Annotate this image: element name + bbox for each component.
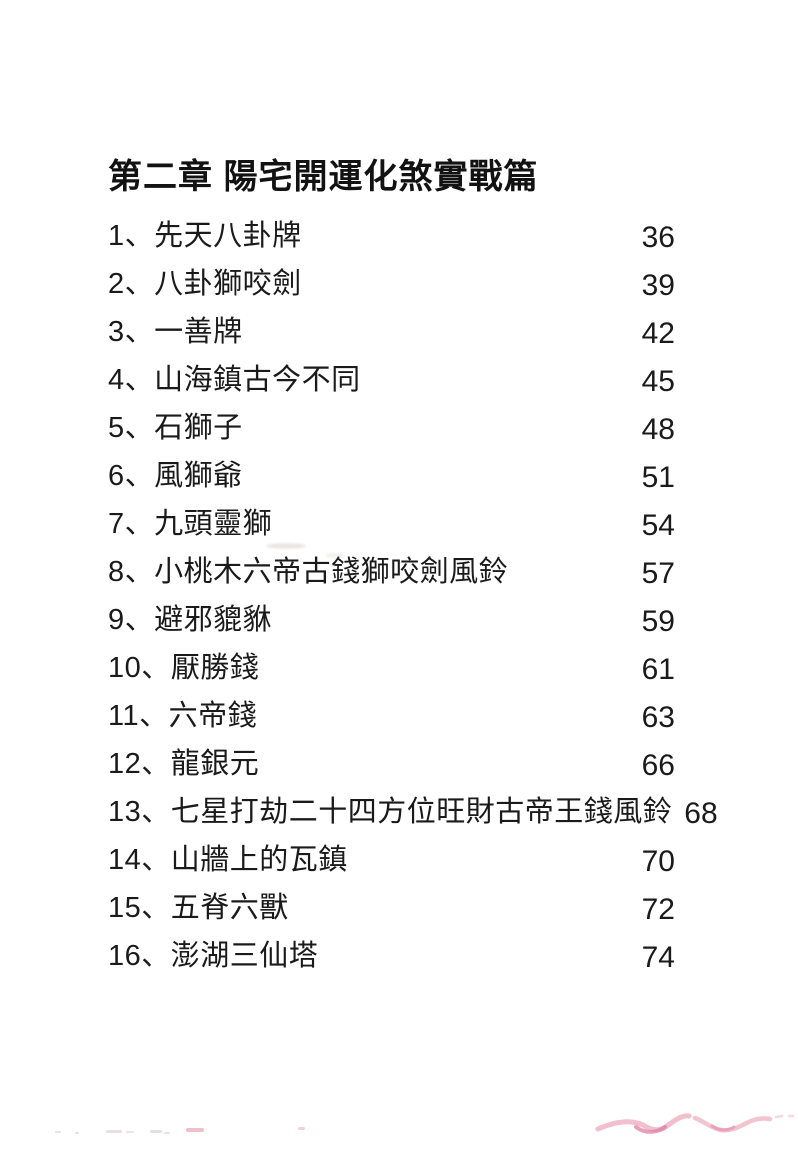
toc-row: 5、石獅子 48	[108, 412, 675, 461]
toc-entry-label: 5、石獅子	[108, 412, 243, 445]
scan-edge-marks	[55, 1113, 795, 1134]
toc-page-number: 54	[641, 509, 675, 543]
toc-row: 8、小桃木六帝古錢獅咬劍風鈴 57	[108, 556, 675, 605]
toc-page-number: 59	[641, 605, 675, 639]
toc-page-number: 72	[641, 893, 675, 927]
toc-entry-label: 12、龍銀元	[108, 748, 260, 781]
toc-page-number: 61	[641, 653, 675, 687]
toc-page-number: 68	[684, 797, 718, 831]
toc-entry-label: 1、先天八卦牌	[108, 220, 302, 253]
toc-entry-label: 3、一善牌	[108, 316, 243, 349]
toc-row: 10、厭勝錢 61	[108, 652, 675, 701]
toc-row: 9、避邪貔貅 59	[108, 604, 675, 653]
toc-row: 7、九頭靈獅 54	[108, 508, 675, 557]
toc-page-number: 66	[641, 749, 675, 783]
toc-entry-label: 13、七星打劫二十四方位旺財古帝王錢風鈴	[108, 796, 673, 829]
toc-row: 11、六帝錢 63	[108, 700, 675, 749]
toc-entry-label: 10、厭勝錢	[108, 652, 260, 685]
toc-page-number: 48	[641, 413, 675, 447]
toc-entry-label: 14、山牆上的瓦鎮	[108, 844, 348, 877]
toc-entry-label: 16、澎湖三仙塔	[108, 940, 319, 973]
toc-page-number: 39	[641, 269, 675, 303]
toc-entry-label: 8、小桃木六帝古錢獅咬劍風鈴	[108, 556, 509, 589]
toc-row: 3、一善牌 42	[108, 316, 675, 365]
toc-entry-label: 15、五脊六獸	[108, 892, 289, 925]
toc-page-number: 63	[641, 701, 675, 735]
toc-row: 14、山牆上的瓦鎮 70	[108, 844, 675, 893]
toc-entry-label: 4、山海鎮古今不同	[108, 364, 361, 397]
toc-entry-label: 6、風獅爺	[108, 460, 243, 493]
toc-page-number: 70	[641, 845, 675, 879]
toc-entry-label: 9、避邪貔貅	[108, 604, 273, 637]
toc-content: 第二章 陽宅開運化煞實戰篇 1、先天八卦牌 36 2、八卦獅咬劍 39 3、一善…	[108, 158, 718, 989]
toc-row: 12、龍銀元 66	[108, 748, 675, 797]
toc-row: 1、先天八卦牌 36	[108, 220, 675, 269]
toc-row: 15、五脊六獸 72	[108, 892, 675, 941]
toc-row: 4、山海鎮古今不同 45	[108, 364, 675, 413]
toc-page-number: 36	[641, 221, 675, 255]
chapter-title: 第二章 陽宅開運化煞實戰篇	[108, 158, 539, 196]
toc-row: 16、澎湖三仙塔 74	[108, 940, 675, 989]
toc-entry-label: 2、八卦獅咬劍	[108, 268, 302, 301]
toc-row: 13、七星打劫二十四方位旺財古帝王錢風鈴 68	[108, 796, 718, 845]
toc-page-number: 74	[641, 941, 675, 975]
toc-page-number: 42	[641, 317, 675, 351]
toc-row: 6、風獅爺 51	[108, 460, 675, 509]
toc-row: 2、八卦獅咬劍 39	[108, 268, 675, 317]
toc-entry-label: 7、九頭靈獅	[108, 508, 273, 541]
toc-list: 1、先天八卦牌 36 2、八卦獅咬劍 39 3、一善牌 42 4、山海鎮古今不同…	[108, 220, 718, 989]
toc-page-number: 57	[641, 557, 675, 591]
toc-page-number: 51	[641, 461, 675, 495]
toc-page-number: 45	[641, 365, 675, 399]
toc-entry-label: 11、六帝錢	[108, 700, 258, 733]
